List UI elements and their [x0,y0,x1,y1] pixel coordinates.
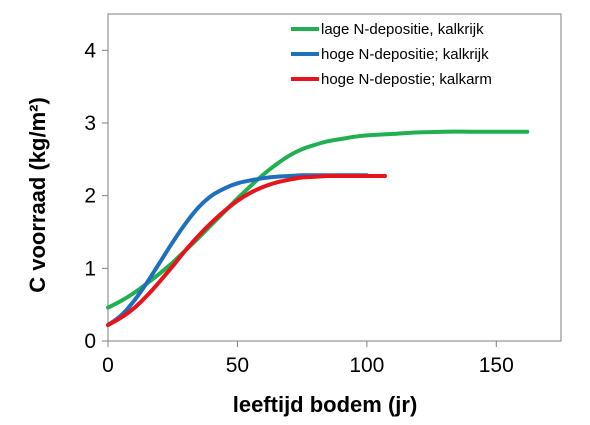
x-tick-label: 150 [479,354,514,377]
axes [102,13,562,347]
series-lines [106,129,530,327]
legend: lage N-depositie, kalkrijk hoge N-deposit… [291,21,492,88]
plot-frame [107,13,562,342]
y-tick-label: 3 [84,112,96,135]
legend-label-2: hoge N-depositie; kalkrijk [321,46,489,63]
x-tick-label: 100 [349,354,384,377]
x-axis-title: leeftijd bodem (jr) [233,392,418,417]
y-tick-label: 2 [84,185,96,208]
y-tick-label: 1 [84,257,96,280]
y-axis-title: C voorraad (kg/m²) [25,97,50,293]
x-tick-label: 0 [102,354,114,377]
legend-label-3: hoge N-depostie; kalkarm [321,71,492,88]
tick-labels: 0 1 2 3 4 0 50 100 150 [84,39,513,377]
series-line-3 [106,173,387,327]
y-tick-label: 0 [84,330,96,353]
legend-label-1: lage N-depositie, kalkrijk [321,21,484,38]
x-tick-label: 50 [226,354,249,377]
series-line-1 [106,129,530,310]
y-tick-label: 4 [84,39,96,62]
